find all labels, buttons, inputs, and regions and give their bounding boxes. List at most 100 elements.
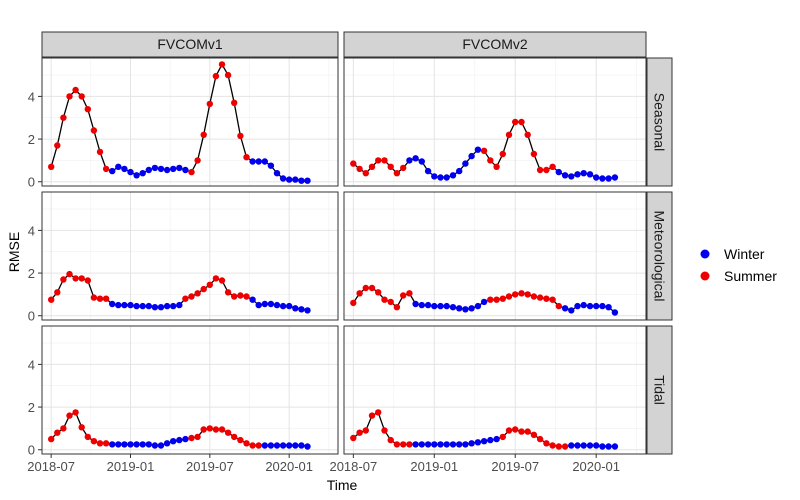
data-point xyxy=(109,441,116,448)
data-point xyxy=(255,442,262,449)
data-point xyxy=(109,300,116,308)
data-point xyxy=(237,436,244,444)
data-point xyxy=(157,165,165,173)
panel-fvcomv2-meteorological xyxy=(343,191,647,321)
x-tick-label: 2020-01 xyxy=(572,459,620,474)
data-point xyxy=(243,440,250,447)
strip-tidal xyxy=(646,325,673,455)
data-point xyxy=(462,441,469,448)
data-point xyxy=(96,440,104,447)
data-point xyxy=(286,176,293,183)
strip-label-meteorological: Meteorological xyxy=(652,210,668,301)
data-point xyxy=(530,431,538,438)
data-point xyxy=(599,175,606,182)
data-point xyxy=(574,171,581,178)
data-point xyxy=(362,170,369,177)
strip-label-fvcomv2: FVCOMv2 xyxy=(462,36,528,52)
data-point xyxy=(66,270,73,278)
legend-label-summer: Summer xyxy=(724,268,777,284)
data-point xyxy=(157,304,165,311)
data-point xyxy=(381,157,388,164)
data-point xyxy=(518,118,525,126)
data-point xyxy=(176,164,183,172)
data-point xyxy=(200,285,207,293)
data-point xyxy=(102,440,110,447)
data-point xyxy=(412,155,419,162)
data-point xyxy=(151,304,159,311)
data-point xyxy=(176,301,183,309)
data-point xyxy=(449,441,457,448)
data-point xyxy=(512,291,519,298)
data-point xyxy=(273,170,281,177)
legend-label-winter: Winter xyxy=(724,246,765,262)
data-point xyxy=(84,277,92,284)
data-point xyxy=(493,435,500,443)
data-point xyxy=(387,163,394,170)
data-point xyxy=(90,127,98,134)
data-point xyxy=(586,171,594,178)
data-point xyxy=(611,443,619,450)
data-point xyxy=(593,174,600,181)
panel-border xyxy=(41,57,339,187)
data-point xyxy=(543,295,550,302)
data-point xyxy=(400,164,407,172)
data-point xyxy=(212,72,220,80)
panel-background xyxy=(42,326,338,454)
panel-border xyxy=(41,325,339,455)
data-point xyxy=(139,441,146,448)
data-point xyxy=(304,443,311,450)
data-point xyxy=(102,165,110,173)
strip-seasonal xyxy=(646,57,673,187)
data-point xyxy=(593,302,600,310)
data-point xyxy=(599,302,606,310)
data-point xyxy=(115,441,122,448)
data-point xyxy=(267,162,275,169)
strip-label-seasonal: Seasonal xyxy=(652,93,668,151)
data-point xyxy=(145,166,152,174)
data-point xyxy=(133,302,140,310)
data-point xyxy=(121,301,128,309)
data-point xyxy=(298,306,305,313)
data-point xyxy=(424,167,432,175)
data-point xyxy=(206,425,213,432)
data-point xyxy=(350,434,357,442)
data-point xyxy=(151,442,159,449)
data-point xyxy=(292,176,299,183)
data-point xyxy=(561,172,569,179)
data-point xyxy=(267,300,275,308)
data-point xyxy=(304,177,311,184)
data-point xyxy=(127,168,134,176)
data-point xyxy=(255,301,262,309)
data-point xyxy=(170,438,177,445)
panel-background xyxy=(344,326,646,454)
data-point xyxy=(151,164,159,172)
x-tick-label: 2019-01 xyxy=(410,459,458,474)
panel-fvcomv2-seasonal xyxy=(343,57,647,187)
data-point xyxy=(418,158,425,165)
data-point xyxy=(127,441,134,448)
data-point xyxy=(78,275,85,282)
data-point xyxy=(231,433,238,441)
data-point xyxy=(375,289,382,296)
data-point xyxy=(387,436,394,444)
data-point xyxy=(512,426,519,433)
panel-border xyxy=(343,57,647,187)
data-point xyxy=(163,440,171,447)
data-point xyxy=(350,160,357,167)
data-point xyxy=(121,441,128,448)
data-point xyxy=(102,295,110,302)
legend: Winter Summer xyxy=(700,246,777,284)
data-point xyxy=(188,293,195,300)
x-tick-label: 2018-07 xyxy=(27,459,75,474)
data-point xyxy=(157,442,165,449)
data-point xyxy=(133,441,140,448)
y-axis-title: RMSE xyxy=(6,232,22,272)
data-point xyxy=(298,442,305,449)
data-point xyxy=(249,296,256,303)
data-point xyxy=(163,166,171,174)
x-tick-label: 2019-07 xyxy=(491,459,539,474)
data-point xyxy=(139,302,146,310)
data-point xyxy=(549,442,556,449)
data-point xyxy=(182,295,189,302)
x-tick-label: 2019-01 xyxy=(107,459,155,474)
